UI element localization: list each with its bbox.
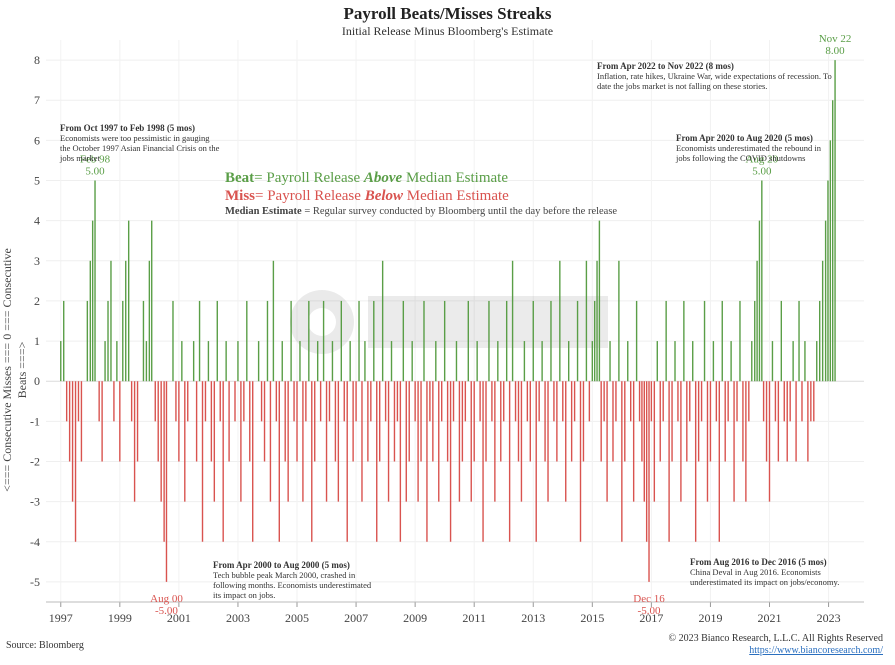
x-tick-label: 2013 (521, 611, 545, 625)
note-2022-head: From Apr 2022 to Nov 2022 (8 mos) (597, 61, 734, 71)
x-tick-label: 1999 (108, 611, 132, 625)
note-2000-head: From Apr 2000 to Aug 2000 (5 mos) (213, 560, 350, 570)
x-tick-label: 2001 (167, 611, 191, 625)
note-2016: From Aug 2016 to Dec 2016 (5 mos) China … (690, 557, 850, 587)
peak-label: Dec 16 (633, 593, 665, 605)
x-tick-label: 2011 (462, 611, 486, 625)
y-tick-labels: 8 7 6 5 4 3 2 1 0 -1 -2 -3 -4 -5 (30, 53, 40, 589)
note-2020-body: Economists underestimated the rebound in… (676, 143, 821, 163)
peak-value: 5.00 (752, 166, 772, 178)
bars-group (60, 60, 836, 582)
legend-median-note: Median Estimate = Regular survey conduct… (225, 206, 617, 217)
legend-miss-tail: Median Estimate (403, 188, 509, 204)
note-2020: From Apr 2020 to Aug 2020 (5 mos) Econom… (676, 133, 836, 163)
y-tick-label: -1 (30, 414, 40, 428)
peak-label: Feb 98 (80, 154, 111, 166)
legend-beat-word: Beat (225, 170, 255, 186)
x-tick-label: 2005 (285, 611, 309, 625)
y-tick-label: 6 (34, 133, 40, 147)
x-tick-label: 2007 (344, 611, 368, 625)
x-tick-label: 2009 (403, 611, 427, 625)
x-tick-label: 2023 (817, 611, 841, 625)
peak-value: -5.00 (155, 605, 178, 617)
note-2016-head: From Aug 2016 to Dec 2016 (5 mos) (690, 557, 827, 567)
legend-beat: Beat= Payroll Release Above Median Estim… (225, 169, 617, 187)
peak-label: Aug 20 (745, 154, 778, 166)
y-tick-label: 2 (34, 294, 40, 308)
legend-miss-emph: Below (364, 188, 404, 204)
y-tick-label: 0 (34, 374, 40, 388)
legend-miss-text: = Payroll Release (255, 188, 365, 204)
peak-value: -5.00 (638, 605, 661, 617)
x-tick-label: 1997 (49, 611, 73, 625)
note-2020-head: From Apr 2020 to Aug 2020 (5 mos) (676, 133, 813, 143)
x-tick-label: 2015 (580, 611, 604, 625)
note-2000: From Apr 2000 to Aug 2000 (5 mos) Tech b… (213, 560, 378, 600)
legend-block: Beat= Payroll Release Above Median Estim… (225, 169, 617, 217)
y-tick-label: 8 (34, 53, 40, 67)
legend-beat-tail: Median Estimate (402, 170, 508, 186)
copyright-text: © 2023 Bianco Research, L.L.C. All Right… (668, 633, 883, 644)
peak-label: Nov 22 (819, 33, 852, 45)
grid-lines (46, 40, 864, 602)
note-2000-body: Tech bubble peak March 2000, crashed in … (213, 570, 372, 600)
y-axis-label: <=== Consecutive Misses === 0 === Consec… (0, 248, 29, 492)
peak-label: Aug 00 (150, 593, 183, 605)
copyright-block: © 2023 Bianco Research, L.L.C. All Right… (668, 633, 883, 657)
peak-value: 8.00 (825, 45, 845, 57)
note-2022: From Apr 2022 to Nov 2022 (8 mos) Inflat… (597, 61, 842, 91)
x-tick-labels: 1997 1999 2001 2003 2005 2007 2009 2011 2013 2015… (46, 601, 864, 625)
note-1997: From Oct 1997 to Feb 1998 (5 mos) Econom… (60, 123, 220, 163)
chart-subtitle: Initial Release Minus Bloomberg's Estima… (341, 24, 554, 38)
x-tick-label: 2019 (698, 611, 722, 625)
legend-beat-emph: Above (363, 170, 403, 186)
legend-miss-word: Miss (225, 188, 255, 204)
note-2016-body: China Deval in Aug 2016. Economists unde… (690, 567, 840, 587)
x-tick-label: 2021 (758, 611, 782, 625)
x-tick-label: 2017 (639, 611, 663, 625)
note-1997-body: Economists were too pessimistic in gaugi… (60, 133, 220, 163)
y-tick-label: 1 (34, 334, 40, 348)
chart-title: Payroll Beats/Misses Streaks (343, 4, 552, 23)
legend-miss: Miss= Payroll Release Below Median Estim… (225, 187, 617, 205)
y-tick-label: -4 (30, 535, 40, 549)
legend-beat-text: = Payroll Release (254, 170, 364, 186)
y-tick-label: -5 (30, 575, 40, 589)
watermark-logo (290, 290, 608, 354)
y-tick-label: 4 (34, 214, 40, 228)
y-tick-label: 3 (34, 254, 40, 268)
y-tick-label: 7 (34, 93, 40, 107)
note-2022-body: Inflation, rate hikes, Ukraine War, wide… (597, 71, 832, 91)
peak-value: 5.00 (85, 166, 105, 178)
y-tick-label: -3 (30, 495, 40, 509)
note-1997-head: From Oct 1997 to Feb 1998 (5 mos) (60, 123, 196, 133)
legend-median-word: Median Estimate (225, 206, 302, 217)
y-tick-label: -2 (30, 455, 40, 469)
legend-median-text: = Regular survey conducted by Bloomberg … (301, 206, 618, 217)
y-tick-label: 5 (34, 174, 40, 188)
source-text: Source: Bloomberg (6, 640, 84, 651)
website-link[interactable]: https://www.biancoresearch.com/ (749, 645, 883, 656)
x-tick-label: 2003 (226, 611, 250, 625)
